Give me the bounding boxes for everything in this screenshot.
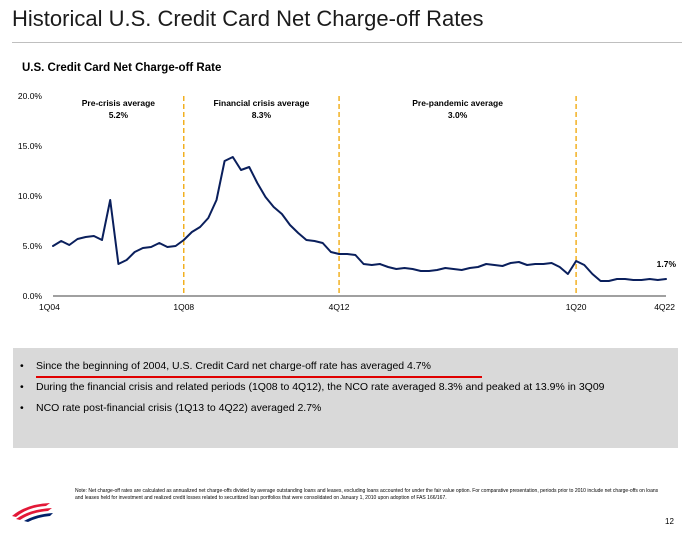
footnote: Note: Net charge-off rates are calculate…	[75, 488, 659, 501]
x-tick-label: 1Q08	[173, 302, 194, 312]
bullet-text: During the financial crisis and related …	[36, 381, 605, 393]
summary-box: • Since the beginning of 2004, U.S. Credi…	[13, 348, 678, 448]
chart-axes: 0.0% 5.0% 10.0% 15.0% 20.0% 1Q04 1Q08 4Q12 1Q20 4…	[18, 91, 675, 312]
highlight-underline	[36, 376, 482, 378]
bank-logo-flag-icon	[12, 503, 53, 522]
page-number: 12	[665, 517, 674, 526]
y-tick-label: 5.0%	[23, 241, 43, 251]
slide-title: Historical U.S. Credit Card Net Charge-o…	[12, 6, 484, 31]
title-divider	[12, 42, 682, 43]
region-value: 3.0%	[448, 110, 468, 120]
chart-lines	[52, 156, 667, 282]
chart-dividers	[183, 96, 577, 296]
summary-bullet: • NCO rate post-financial crisis (1Q13 to…	[20, 402, 678, 415]
chart-labels: Pre-crisis average 5.2% Financial crisis a…	[82, 98, 677, 269]
y-tick-label: 10.0%	[18, 191, 43, 201]
summary-bullet: • During the financial crisis and related…	[20, 381, 678, 394]
summary-list: • Since the beginning of 2004, U.S. Credi…	[13, 348, 678, 415]
bullet-text: NCO rate post-financial crisis (1Q13 to …	[36, 402, 322, 414]
x-tick-label: 1Q20	[566, 302, 587, 312]
summary-bullet: • Since the beginning of 2004, U.S. Credi…	[20, 360, 678, 373]
bullet-marker: •	[20, 381, 24, 393]
nco-rate-line	[52, 156, 667, 282]
bullet-marker: •	[20, 402, 24, 414]
x-tick-label: 4Q12	[329, 302, 350, 312]
chart-title: U.S. Credit Card Net Charge-off Rate	[22, 62, 222, 74]
x-tick-label: 4Q22	[654, 302, 675, 312]
y-tick-label: 15.0%	[18, 141, 43, 151]
region-label: Pre-pandemic average	[412, 98, 503, 108]
end-value-label: 1.7%	[657, 259, 677, 269]
region-value: 8.3%	[252, 110, 272, 120]
y-tick-label: 0.0%	[23, 291, 43, 301]
region-label: Pre-crisis average	[82, 98, 156, 108]
region-value: 5.2%	[109, 110, 129, 120]
region-label: Financial crisis average	[213, 98, 309, 108]
bullet-text: Since the beginning of 2004, U.S. Credit…	[36, 360, 431, 372]
x-tick-label: 1Q04	[39, 302, 60, 312]
bullet-marker: •	[20, 360, 24, 372]
y-tick-label: 20.0%	[18, 91, 43, 101]
chart-svg: 0.0% 5.0% 10.0% 15.0% 20.0% 1Q04 1Q08 4Q12 1Q20 4…	[18, 91, 677, 312]
